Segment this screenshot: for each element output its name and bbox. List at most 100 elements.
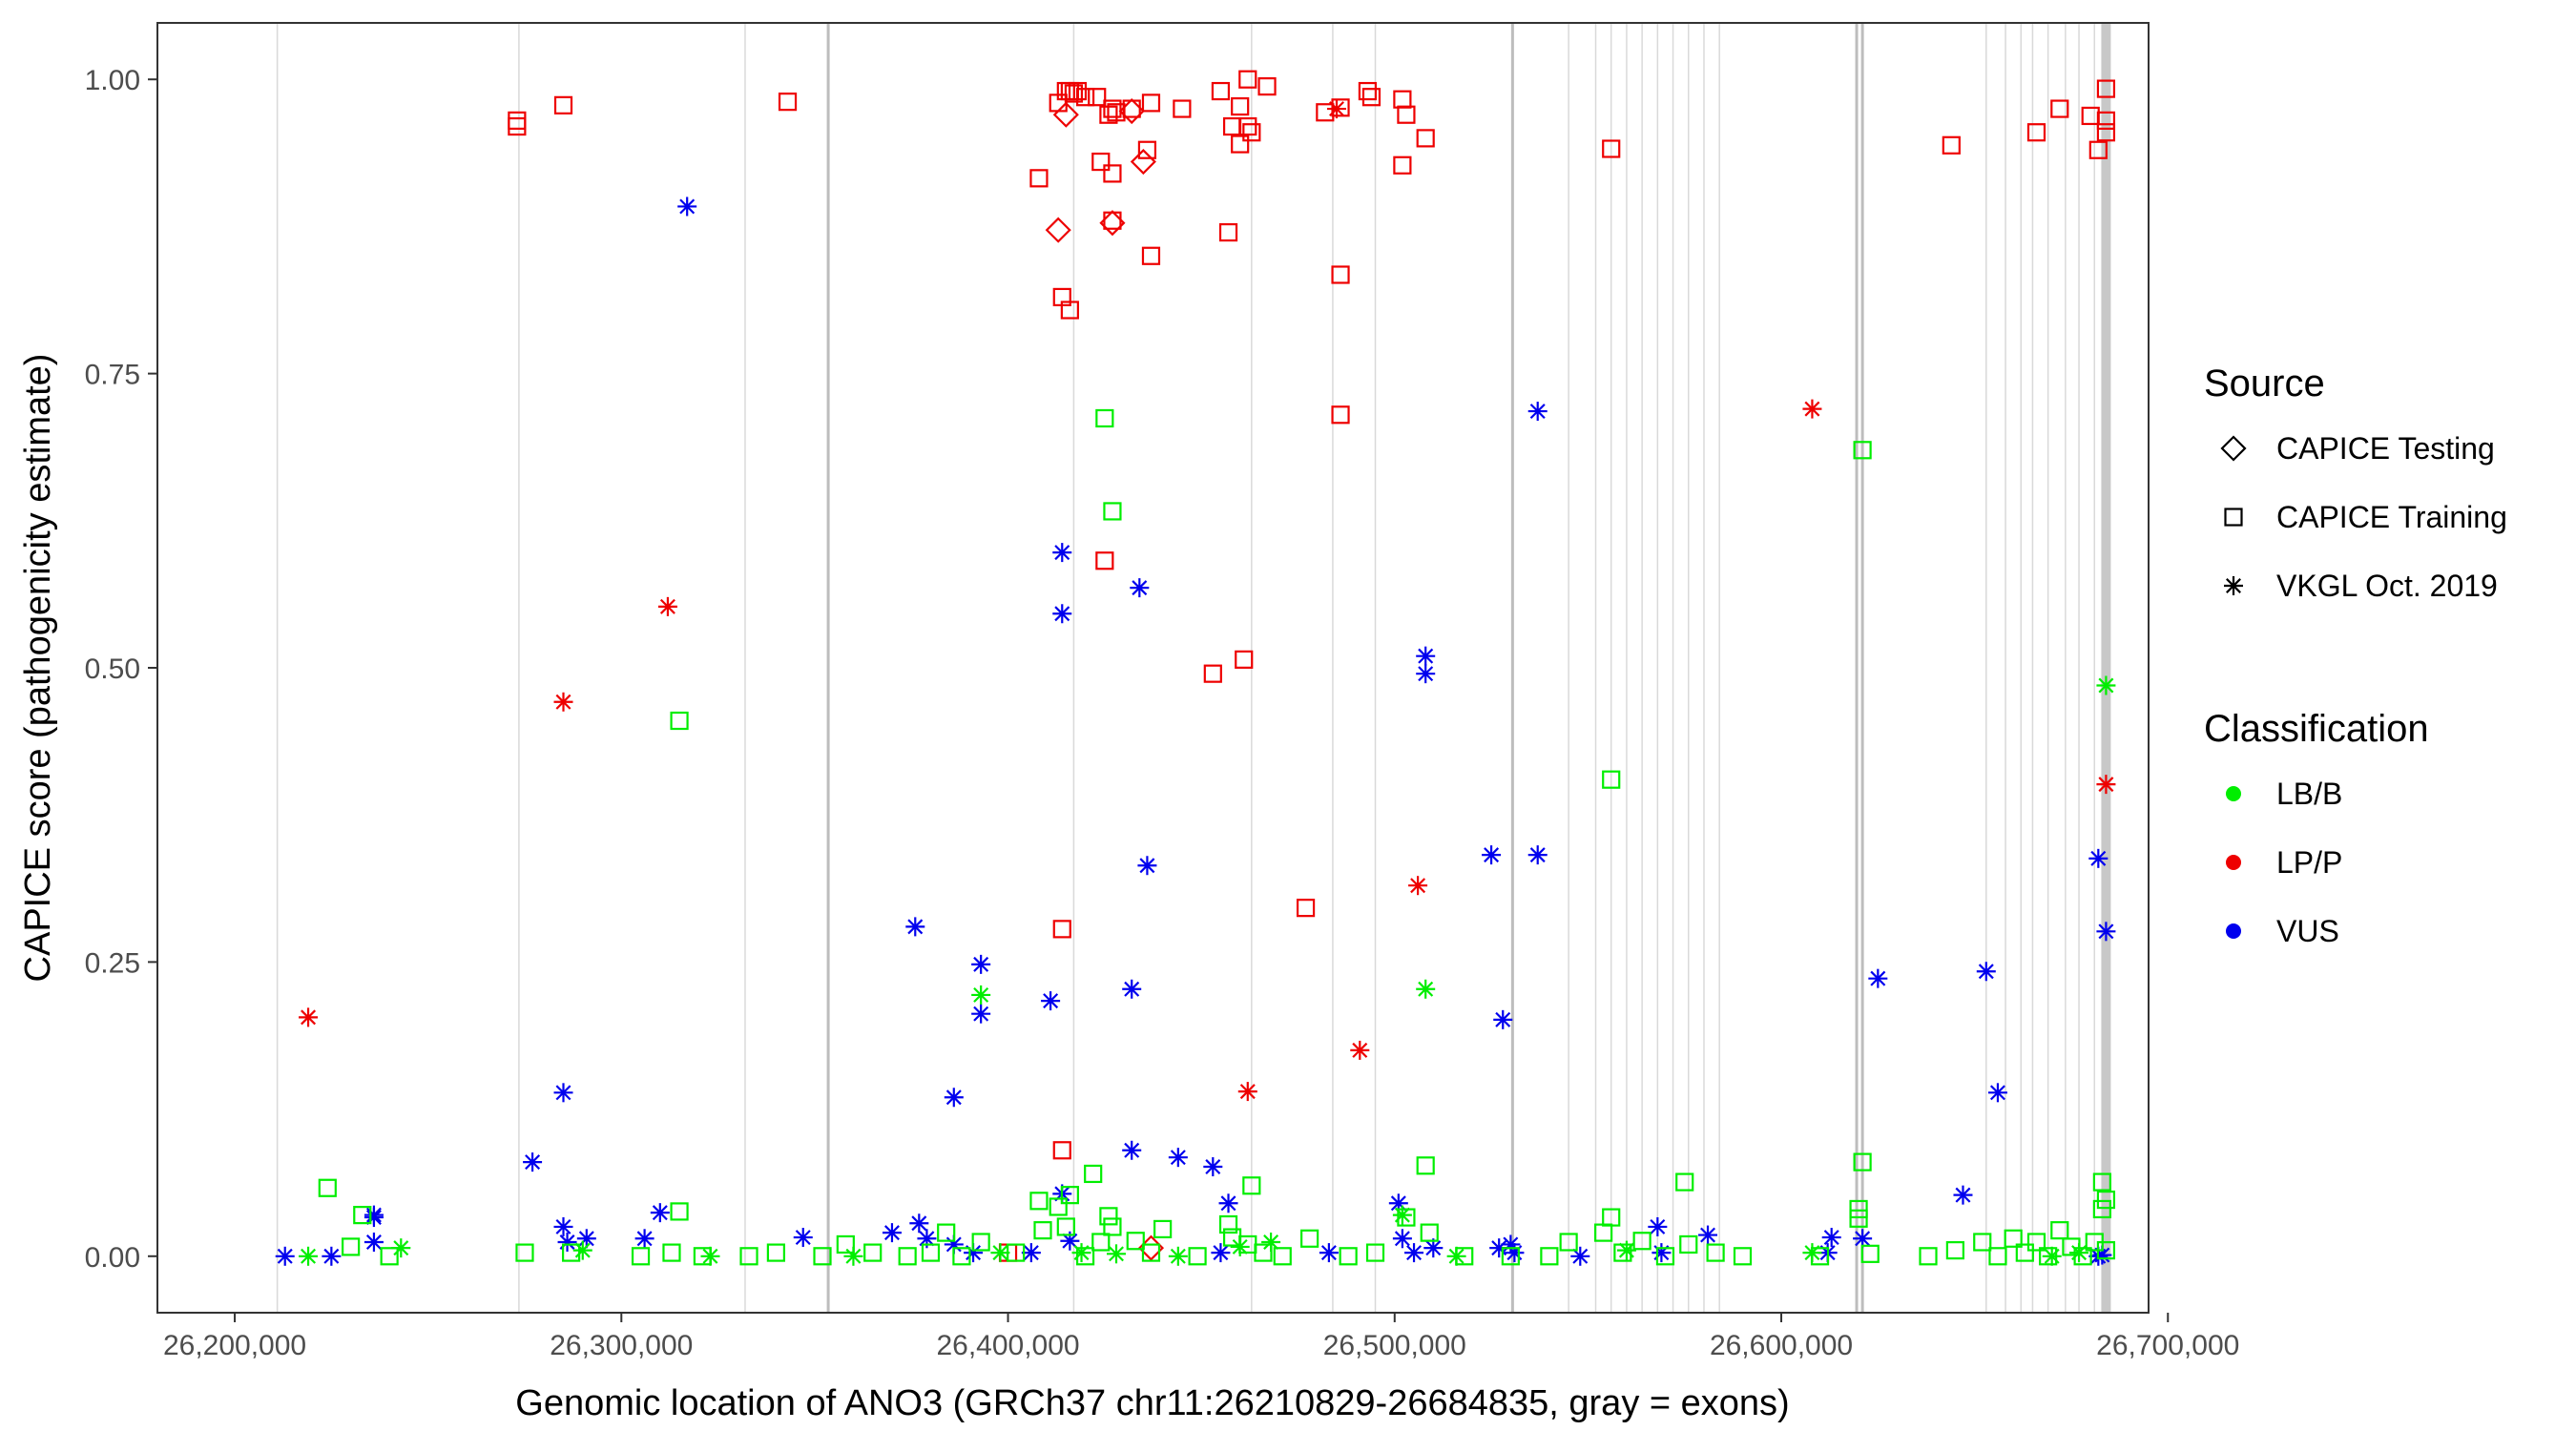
legend: Source CAPICE Testing CAPICE Training VKGL … [2204,363,2507,948]
data-point [1075,88,1095,107]
data-point [380,1247,399,1266]
data-point [944,1088,964,1108]
data-point [882,1223,902,1243]
data-point [1203,664,1222,683]
data-point [1493,1009,1513,1029]
data-point [1218,1214,1238,1234]
data-point [1060,301,1079,320]
data-point [1091,152,1111,172]
series-vkgl-oct-2019-lp-p [299,99,2116,1102]
data-point [1361,88,1381,107]
data-point [1570,1246,1590,1266]
data-point [1107,1244,1127,1264]
data-point [813,1247,832,1266]
data-point [1416,664,1436,684]
data-point [299,1007,319,1027]
data-point [1029,1192,1049,1211]
data-point [2004,1229,2023,1248]
data-point [971,1233,990,1252]
data-point [1868,968,1888,988]
data-point [2092,1172,2111,1192]
data-point [1973,1233,1992,1252]
data-point [971,985,991,1005]
data-point [1091,1233,1111,1252]
data-point [1802,399,1822,419]
data-point [1052,101,1079,128]
data-point [1679,1234,1698,1255]
data-point [1173,99,1192,118]
data-point [1602,770,1621,789]
data-point [1652,1243,1672,1263]
data-point [364,1208,384,1228]
data-point [2088,848,2109,868]
data-point [1211,81,1231,101]
data-point [1231,135,1250,154]
data-point [1052,920,1071,939]
data-point [1416,1156,1435,1175]
data-point [576,1229,596,1249]
data-point [1088,88,1107,107]
data-point [353,1206,372,1225]
x-axis: 26,200,000 26,300,000 26,400,000 26,500,000… [163,1313,2239,1361]
data-point [342,1237,361,1256]
series-vkgl-oct-2019-vus [275,197,2116,1266]
data-point [1404,1243,1424,1263]
data-point [1257,77,1277,96]
data-point [1397,105,1416,124]
legend-dot-icon [2226,923,2241,939]
data-point [1408,876,1428,896]
data-point [1853,441,1872,460]
data-point [1103,502,1122,521]
data-point [921,1243,941,1262]
data-point [1231,96,1250,116]
data-point [1099,1207,1118,1226]
series-capice-testing-lp-p [1045,97,1165,1261]
legend-classification-label: LP/P [2276,845,2342,880]
data-point [677,197,697,217]
data-point [2073,1247,2092,1266]
data-point [1060,1186,1079,1205]
data-point [2096,79,2116,98]
data-point [2096,675,2116,695]
data-point [572,1240,592,1260]
y-tick-label: 1.00 [85,65,140,96]
data-point [1238,70,1257,89]
data-point [670,1202,689,1221]
data-point [1339,1247,1358,1266]
data-point [1392,1229,1412,1249]
y-tick-label: 0.00 [85,1242,140,1274]
data-point [1126,1232,1145,1251]
data-point [1141,246,1161,265]
data-point [1045,217,1071,243]
data-point [1331,98,1350,117]
data-point [1242,123,1261,142]
data-point [739,1247,758,1266]
legend-dot-icon [2226,855,2241,870]
y-tick-label: 0.25 [85,947,140,979]
data-point [1853,1229,1873,1249]
data-point [1099,210,1126,237]
data-point [1007,1243,1026,1262]
data-point [1049,1197,1068,1216]
data-point [2096,775,2116,795]
data-point [1095,551,1114,570]
data-point [662,1243,681,1262]
data-point [2026,1233,2046,1252]
x-tick-label: 26,200,000 [163,1330,306,1361]
data-point [553,692,573,712]
data-point [1137,140,1157,159]
data-point [1188,1247,1207,1266]
data-point [1218,1193,1238,1213]
data-point [1527,402,1548,422]
x-tick-label: 26,600,000 [1710,1330,1853,1361]
x-tick-label: 26,700,000 [2096,1330,2239,1361]
data-point [1122,979,1142,999]
data-point [1103,99,1122,118]
data-point [1141,93,1161,113]
data-point [515,1243,534,1262]
data-point [1242,1176,1261,1195]
data-point [1064,84,1084,103]
data-point [1416,646,1436,666]
data-point [905,917,925,937]
